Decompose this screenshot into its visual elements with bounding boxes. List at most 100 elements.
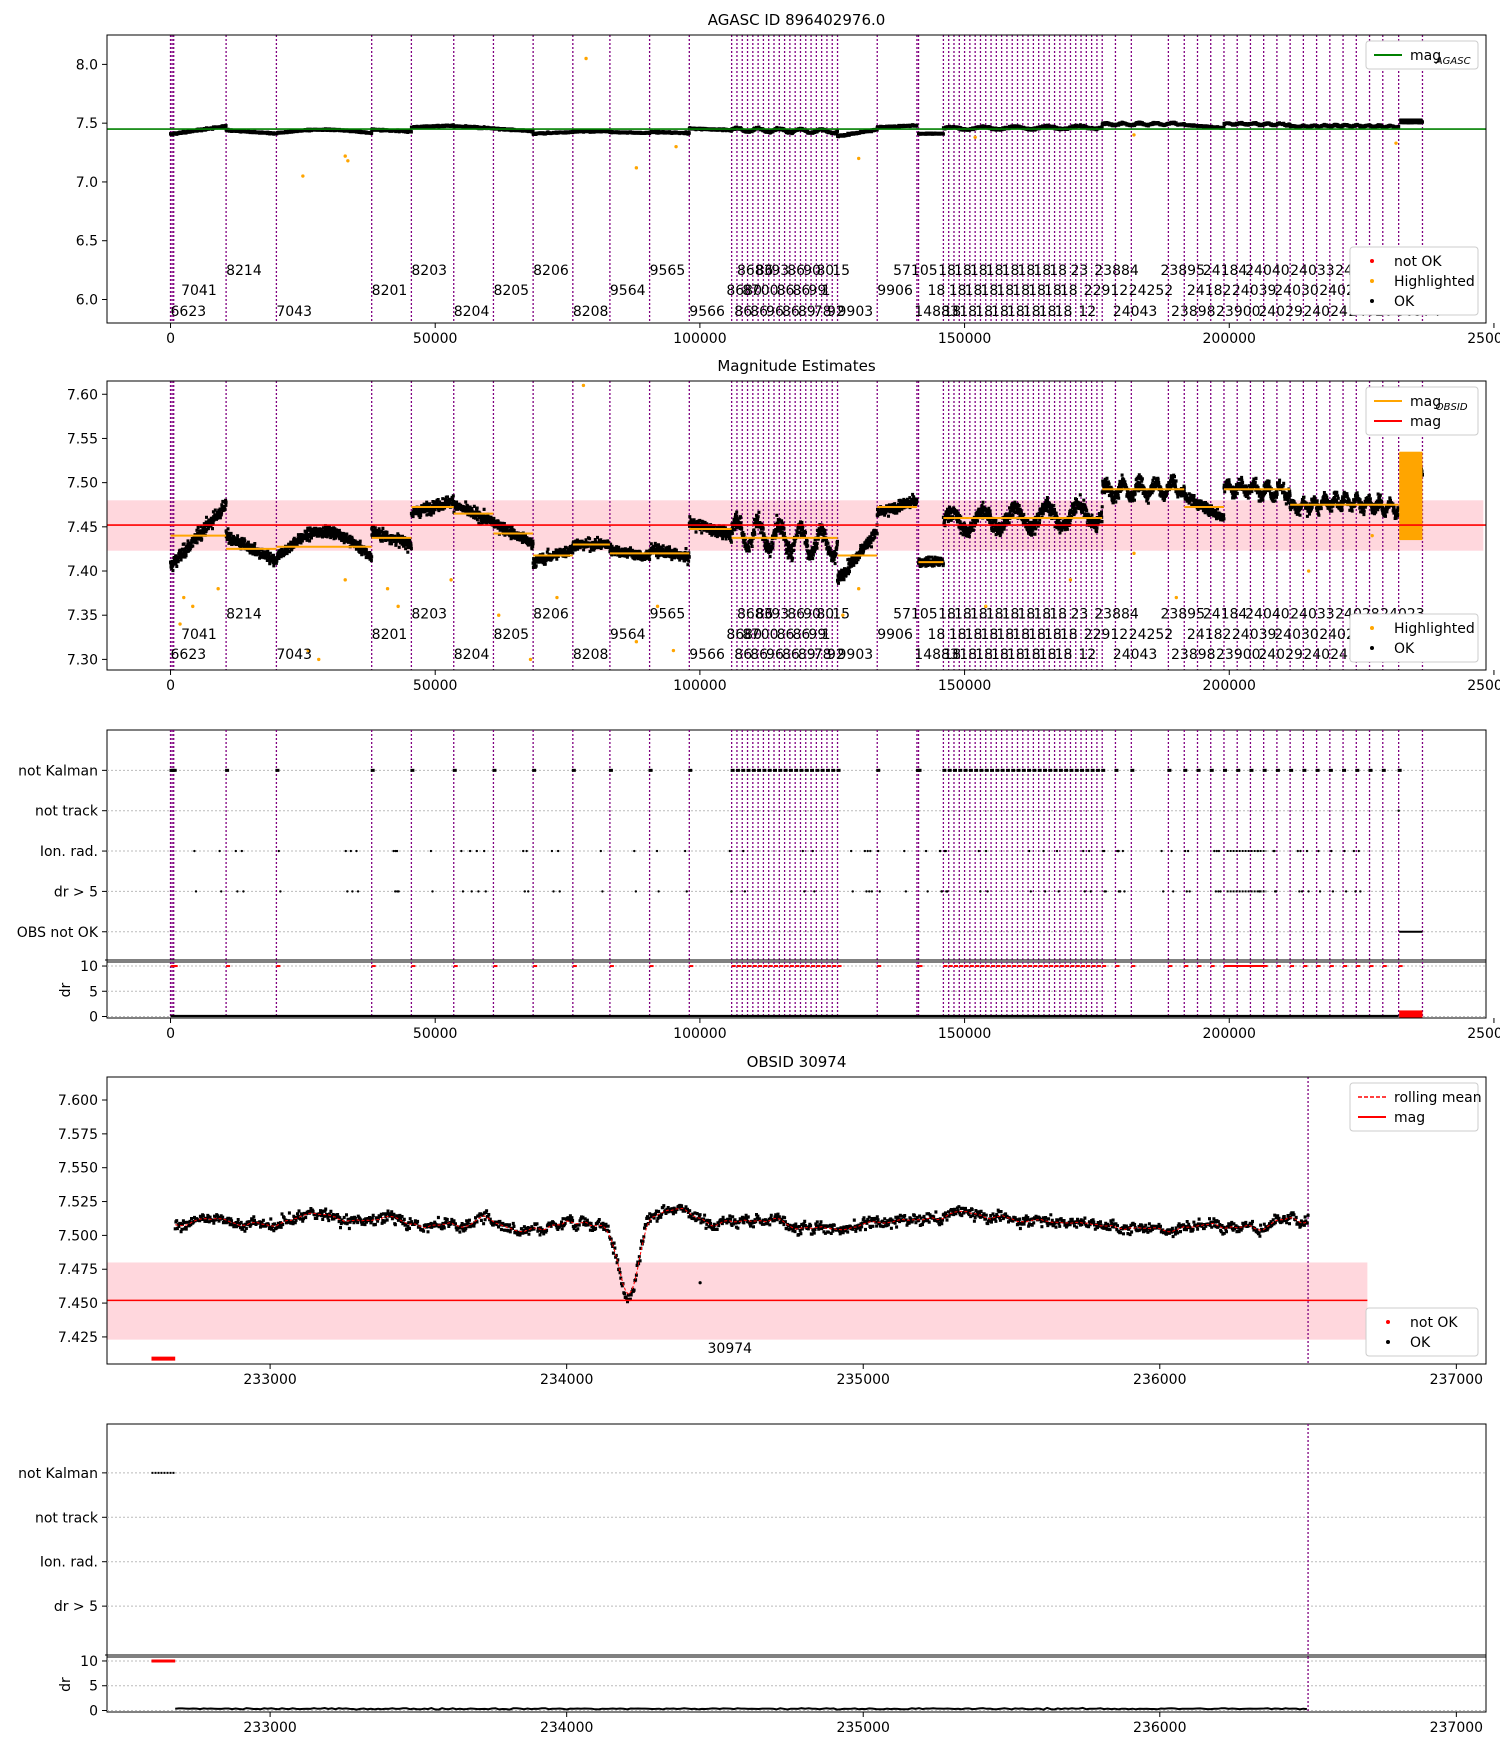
ion-rad-marker	[977, 849, 980, 853]
obsid-label: 7043	[276, 304, 312, 320]
obsid-label: 18	[1002, 606, 1020, 622]
dr-gt-5-marker	[979, 890, 982, 893]
ion-rad-marker	[863, 849, 867, 853]
legend-label: mag	[1410, 394, 1441, 410]
dr-gt-5-marker	[1318, 890, 1322, 893]
ion-rad-marker	[1357, 849, 1360, 853]
obsid-label: 22912	[1084, 283, 1129, 299]
obsid-label: 99	[808, 283, 826, 299]
legend-dot-marker	[1386, 1340, 1390, 1344]
obsid-label: 24040	[1245, 263, 1290, 279]
obsid-label: 96	[766, 647, 784, 663]
obsid-label: 86	[793, 627, 811, 643]
legend-label-subscript: AGASC	[1435, 56, 1471, 67]
dr-gt-5-marker	[356, 890, 360, 893]
obsid-label: 86	[755, 606, 773, 622]
ion-rad-marker	[1081, 849, 1085, 853]
obsid-label: 93	[771, 606, 789, 622]
y-tick-label: 7.45	[67, 520, 98, 536]
flag-row-label: OBS not OK	[17, 925, 99, 941]
dr-gt-5-marker	[461, 890, 465, 893]
ion-rad-marker	[811, 849, 814, 853]
legend-label: OK	[1394, 641, 1415, 657]
not-track-marker	[1397, 809, 1400, 812]
dr-gt-5-marker	[926, 890, 929, 893]
obsid-label: 24024	[1303, 304, 1348, 320]
ion-rad-marker	[475, 849, 479, 853]
obsid-label: 9903	[838, 647, 874, 663]
highlighted-point	[674, 144, 678, 149]
obsid-label: 24030	[1274, 627, 1319, 643]
obsid-label: 24039	[1232, 283, 1277, 299]
obsid-label: 18	[1039, 647, 1057, 663]
dr-gt-5-marker	[1188, 890, 1191, 893]
obsid-label: 24182	[1187, 627, 1232, 643]
obsid-label: 86	[787, 606, 805, 622]
x-tick-label: 200000	[1203, 678, 1256, 694]
y-tick-label: 6.0	[76, 292, 98, 308]
data-points	[173, 1203, 1310, 1304]
panels: 6623704182147043820182038204820582068208…	[17, 11, 1500, 1736]
obsid-label: 18	[975, 304, 993, 320]
obsid-label: 24184	[1203, 263, 1248, 279]
dr-gt-5-marker	[945, 890, 948, 893]
ion-rad-marker	[1121, 849, 1125, 853]
obsid-label: 14883	[914, 304, 959, 320]
obsid-label: 18	[1044, 627, 1062, 643]
ion-rad-marker	[234, 849, 238, 853]
dr-gt-5-marker	[1043, 890, 1047, 893]
obsid-label: 23895	[1160, 606, 1205, 622]
obsid-label: 9566	[689, 647, 725, 663]
dr-gt-5-marker	[1344, 890, 1348, 893]
highlighted-point	[634, 640, 639, 644]
ion-rad-marker	[866, 849, 869, 853]
highlighted-point	[1370, 533, 1374, 538]
highlighted-point	[301, 174, 305, 178]
ok-points	[173, 1203, 1310, 1304]
legend-box	[1349, 613, 1479, 663]
x-tick-label: 233000	[243, 1372, 296, 1388]
x-tick-label: 237000	[1430, 1720, 1483, 1736]
legend-box	[1349, 1082, 1479, 1132]
obsid-label: 8201	[372, 283, 408, 299]
dr-gt-5-marker	[851, 890, 854, 893]
y-tick-label: 7.550	[58, 1161, 98, 1177]
legend-box	[1365, 40, 1479, 70]
dr-gt-5-marker	[1123, 890, 1126, 893]
highlighted-point	[528, 657, 533, 662]
y-tick-label: 6.5	[76, 234, 98, 250]
legend-dot-marker	[1370, 279, 1374, 283]
x-tick-label: 250000	[1467, 1026, 1500, 1042]
highlighted-point	[634, 166, 639, 170]
ion-rad-marker	[468, 849, 472, 853]
highlighted-point	[555, 595, 559, 600]
y-tick-label: 7.475	[58, 1262, 98, 1278]
obsid-label: 18	[943, 304, 961, 320]
ion-rad-marker	[1317, 849, 1320, 853]
highlighted-point	[857, 156, 861, 161]
x-tick-label: 237000	[1430, 1372, 1483, 1388]
obsid-label: 18	[949, 283, 967, 299]
flag-row-label: dr > 5	[54, 884, 98, 900]
ion-rad-marker	[924, 849, 928, 853]
obsid-label: 18	[1012, 283, 1030, 299]
obsid-label: 22912	[1084, 627, 1129, 643]
highlighted-point	[984, 604, 988, 609]
ion-rad-marker	[1170, 849, 1173, 853]
ion-rad-marker	[1305, 849, 1309, 853]
highlighted-point	[178, 622, 182, 626]
dr-gt-5-marker	[527, 890, 530, 893]
dr-gt-5-marker	[1119, 890, 1122, 893]
ion-rad-marker	[1213, 849, 1216, 853]
obsid-label: 86	[734, 304, 752, 320]
obsid-label: 9565	[650, 263, 686, 279]
highlighted-point	[346, 159, 350, 163]
obsid-label: 8206	[533, 263, 569, 279]
obsid-label: 18	[991, 304, 1009, 320]
dr-gt-5-marker	[657, 890, 660, 893]
dr-gt-5-marker	[394, 890, 397, 893]
highlighted-point	[216, 586, 220, 591]
x-tick-label: 150000	[938, 1026, 991, 1042]
obsid-label: 86	[787, 263, 805, 279]
